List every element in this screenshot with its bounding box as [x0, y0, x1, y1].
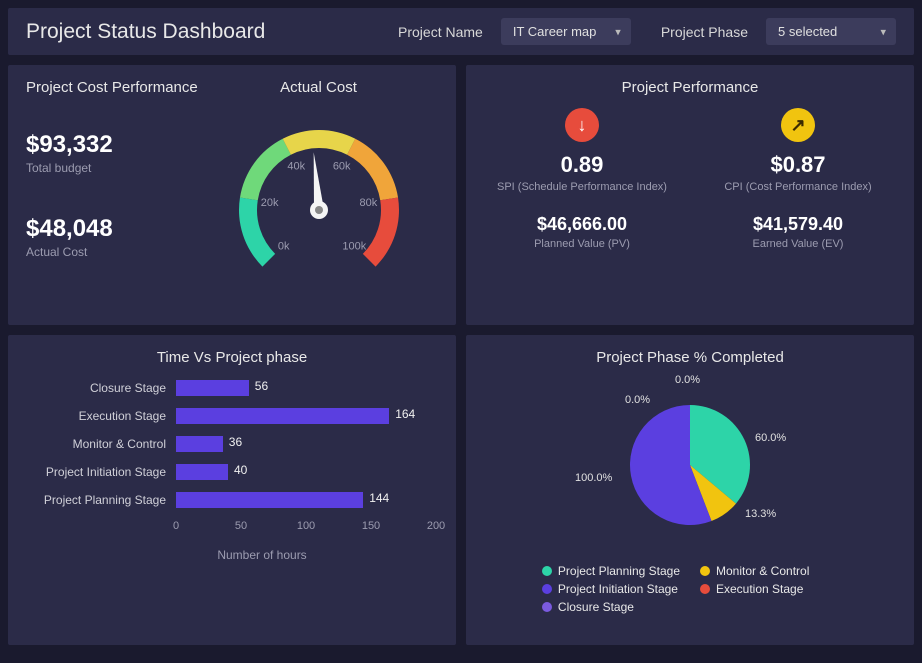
- pie-slice-label: 13.3%: [745, 508, 776, 520]
- actual-cost-value: $48,048: [26, 215, 199, 243]
- svg-text:80k: 80k: [359, 197, 377, 209]
- pie-slice-label: 100.0%: [575, 472, 612, 484]
- bar-value: 36: [229, 435, 242, 449]
- bar-row: Closure Stage 56: [26, 380, 438, 396]
- pv-label: Planned Value (PV): [484, 237, 680, 251]
- bar-chart: Closure Stage 56 Execution Stage 164 Mon…: [26, 380, 438, 508]
- legend-item: Monitor & Control: [700, 564, 838, 578]
- legend-label: Monitor & Control: [716, 564, 809, 578]
- bar-category: Execution Stage: [26, 409, 176, 423]
- bar-fill: [176, 492, 363, 508]
- pie-chart: 0.0%0.0%60.0%13.3%100.0%: [605, 380, 775, 550]
- total-budget-label: Total budget: [26, 161, 199, 175]
- arrow-down-icon: ↓: [565, 108, 599, 142]
- legend-dot-icon: [542, 584, 552, 594]
- bar-fill: [176, 380, 249, 396]
- spi-column: ↓ 0.89 SPI (Schedule Performance Index) …: [484, 108, 680, 252]
- legend-label: Closure Stage: [558, 600, 634, 614]
- cost-performance-panel: Project Cost Performance $93,332 Total b…: [8, 65, 456, 325]
- bar-row: Execution Stage 164: [26, 408, 438, 424]
- legend-item: Project Planning Stage: [542, 564, 680, 578]
- pv-value: $46,666.00: [484, 214, 680, 235]
- panel-title: Time Vs Project phase: [26, 349, 438, 366]
- svg-text:60k: 60k: [332, 160, 350, 172]
- bar-row: Monitor & Control 36: [26, 436, 438, 452]
- bar-fill: [176, 408, 389, 424]
- filter-label: Project Name: [398, 24, 483, 40]
- topbar: Project Status Dashboard Project Name IT…: [8, 8, 914, 55]
- legend-item: Execution Stage: [700, 582, 838, 596]
- phase-completion-panel: Project Phase % Completed 0.0% 0.0% 60.0% 1…: [466, 335, 914, 645]
- bar-fill: [176, 436, 223, 452]
- legend-label: Project Initiation Stage: [558, 582, 678, 596]
- bar-value: 144: [369, 491, 389, 505]
- actual-cost-stat: $48,048 Actual Cost: [26, 215, 199, 259]
- arrow-up-icon: ↗: [781, 108, 815, 142]
- bar-value: 164: [395, 407, 415, 421]
- legend-dot-icon: [542, 602, 552, 612]
- time-vs-phase-panel: Time Vs Project phase Closure Stage 56 E…: [8, 335, 456, 645]
- cpi-label: CPI (Cost Performance Index): [700, 180, 896, 194]
- legend-dot-icon: [542, 566, 552, 576]
- bar-category: Closure Stage: [26, 381, 176, 395]
- bar-row: Project Planning Stage 144: [26, 492, 438, 508]
- project-performance-panel: Project Performance ↓ 0.89 SPI (Schedule…: [466, 65, 914, 325]
- panel-title: Project Performance: [484, 79, 896, 96]
- axis-tick: 0: [173, 520, 179, 532]
- axis-tick: 150: [362, 520, 380, 532]
- legend-item: Closure Stage: [542, 600, 680, 614]
- axis-tick: 50: [235, 520, 247, 532]
- spi-value: 0.89: [484, 152, 680, 178]
- gauge-chart: 0k 20k 40k 60k 80k 100k: [214, 100, 424, 300]
- page-title: Project Status Dashboard: [26, 20, 265, 44]
- project-name-dropdown[interactable]: IT Career map: [501, 18, 631, 45]
- total-budget-stat: $93,332 Total budget: [26, 131, 199, 175]
- pie-legend: Project Planning Stage Monitor & Control P…: [542, 564, 838, 614]
- bar-row: Project Initiation Stage 40: [26, 464, 438, 480]
- project-phase-dropdown[interactable]: 5 selected: [766, 18, 896, 45]
- bar-value: 56: [255, 379, 268, 393]
- axis-tick: 200: [427, 520, 445, 532]
- legend-label: Execution Stage: [716, 582, 803, 596]
- panel-title: Project Cost Performance: [26, 79, 198, 96]
- bar-axis: 050100150200: [176, 520, 436, 534]
- pie-slice-label: 0.0%: [675, 374, 700, 386]
- legend-item: Project Initiation Stage: [542, 582, 680, 596]
- bar-category: Project Planning Stage: [26, 493, 176, 507]
- ev-value: $41,579.40: [700, 214, 896, 235]
- bar-category: Project Initiation Stage: [26, 465, 176, 479]
- axis-tick: 100: [297, 520, 315, 532]
- gauge-title: Actual Cost: [280, 79, 357, 96]
- cpi-column: ↗ $0.87 CPI (Cost Performance Index) $41…: [700, 108, 896, 252]
- filter-project-phase: Project Phase 5 selected: [661, 18, 896, 45]
- panel-title: Project Phase % Completed: [596, 349, 784, 366]
- pie-slice-label: 60.0%: [755, 432, 786, 444]
- legend-dot-icon: [700, 584, 710, 594]
- pie-slice-label: 0.0%: [625, 394, 650, 406]
- filter-label: Project Phase: [661, 24, 748, 40]
- spi-label: SPI (Schedule Performance Index): [484, 180, 680, 194]
- bar-value: 40: [234, 463, 247, 477]
- svg-text:0k: 0k: [277, 240, 289, 252]
- svg-text:40k: 40k: [287, 160, 305, 172]
- ev-label: Earned Value (EV): [700, 237, 896, 251]
- svg-text:100k: 100k: [342, 240, 366, 252]
- legend-dot-icon: [700, 566, 710, 576]
- cpi-value: $0.87: [700, 152, 896, 178]
- bar-category: Monitor & Control: [26, 437, 176, 451]
- total-budget-value: $93,332: [26, 131, 199, 159]
- legend-label: Project Planning Stage: [558, 564, 680, 578]
- svg-text:20k: 20k: [260, 197, 278, 209]
- actual-cost-label: Actual Cost: [26, 245, 199, 259]
- bar-fill: [176, 464, 228, 480]
- x-axis-label: Number of hours: [86, 548, 438, 562]
- filter-project-name: Project Name IT Career map: [398, 18, 631, 45]
